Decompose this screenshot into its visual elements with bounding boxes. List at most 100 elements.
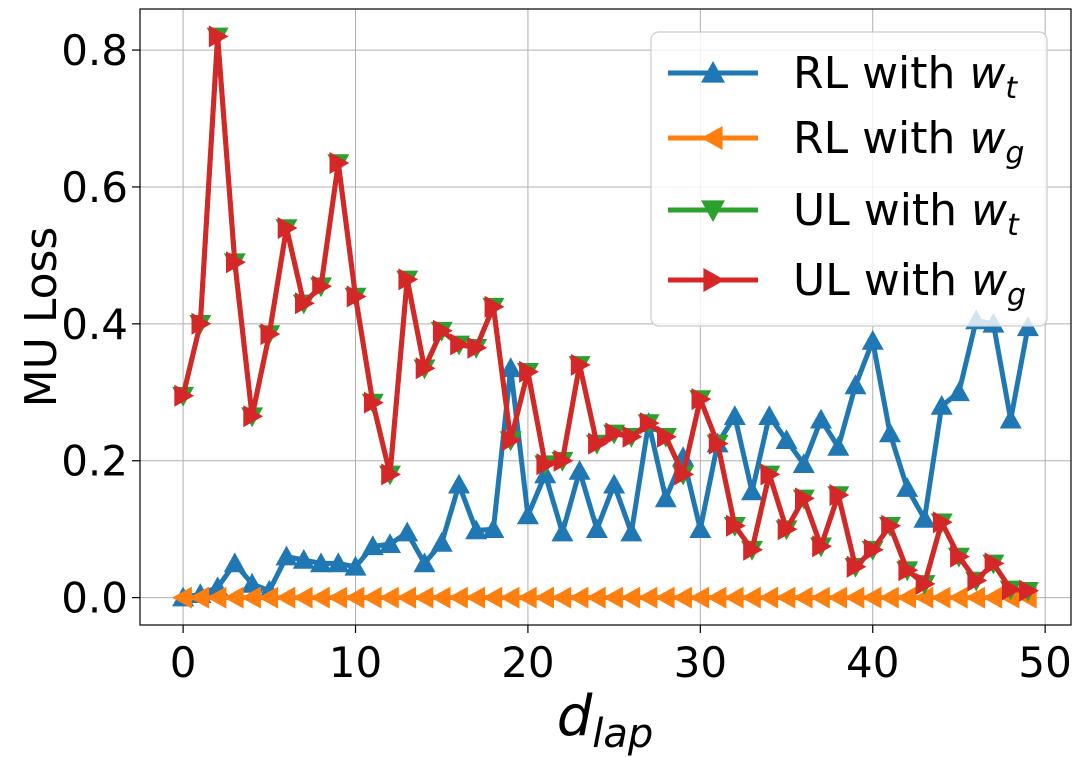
data-point xyxy=(396,521,419,542)
data-point xyxy=(430,531,453,552)
data-point xyxy=(792,453,815,473)
data-point xyxy=(984,552,1005,575)
data-point xyxy=(775,586,796,609)
y-tick-label: 0.2 xyxy=(61,437,128,486)
data-point xyxy=(930,395,953,415)
data-point xyxy=(450,333,470,356)
data-point xyxy=(861,586,882,609)
series-4 xyxy=(174,25,1039,602)
data-point xyxy=(223,552,246,573)
x-tick-label: 20 xyxy=(501,638,554,687)
data-point xyxy=(913,507,936,528)
data-point xyxy=(241,586,261,609)
data-point xyxy=(551,521,574,542)
data-point xyxy=(965,586,985,609)
data-point xyxy=(863,538,884,561)
data-point xyxy=(706,586,727,609)
data-point xyxy=(792,586,813,609)
data-point xyxy=(172,586,192,609)
data-point xyxy=(861,330,884,350)
data-point xyxy=(465,586,485,609)
data-point xyxy=(689,518,712,538)
data-point xyxy=(275,586,296,609)
data-point xyxy=(620,521,643,542)
data-point xyxy=(827,586,847,609)
data-point xyxy=(191,312,212,335)
data-point xyxy=(896,586,916,609)
data-point xyxy=(415,357,436,380)
x-axis-label-var: d xyxy=(557,684,593,749)
x-tick-label: 50 xyxy=(1018,638,1071,687)
data-point xyxy=(516,586,537,609)
data-point xyxy=(327,552,350,573)
legend-marker-3 xyxy=(701,200,725,222)
data-point xyxy=(413,552,436,573)
data-point xyxy=(758,586,779,609)
data-point xyxy=(743,538,763,561)
data-point xyxy=(398,268,419,291)
data-point xyxy=(516,504,539,525)
data-point xyxy=(620,586,641,609)
data-point xyxy=(741,480,763,501)
data-point xyxy=(413,586,434,609)
data-point xyxy=(206,586,227,609)
data-point xyxy=(654,586,675,609)
data-point xyxy=(344,586,365,609)
data-point xyxy=(605,422,626,445)
data-point xyxy=(430,586,451,609)
data-point xyxy=(310,586,330,609)
data-point xyxy=(277,217,298,239)
data-point xyxy=(674,463,695,486)
tick-layer: 0 10 20 30 40 50 0.0 0.2 0.4 0.6 0.8 xyxy=(61,26,1072,687)
data-point xyxy=(519,360,539,383)
legend-marker-1 xyxy=(701,61,725,83)
data-point xyxy=(1019,579,1039,602)
data-point xyxy=(482,518,505,538)
data-point xyxy=(930,586,951,609)
data-point xyxy=(379,533,401,553)
y-tick-label: 0.6 xyxy=(61,163,128,212)
data-point xyxy=(432,319,453,342)
data-point xyxy=(603,473,626,494)
data-point xyxy=(657,425,677,448)
data-point xyxy=(295,292,315,315)
y-tick-label: 0.8 xyxy=(61,26,128,75)
data-point xyxy=(932,511,953,534)
data-point xyxy=(1001,578,1022,601)
data-point xyxy=(553,449,574,472)
data-point xyxy=(913,586,934,609)
x-tick-label: 10 xyxy=(329,638,382,687)
data-point xyxy=(379,586,399,609)
data-point xyxy=(241,572,264,593)
data-point xyxy=(292,549,315,569)
data-point xyxy=(189,586,210,609)
data-point xyxy=(327,586,348,609)
legend-label-1: RL with wt xyxy=(793,48,1018,106)
data-point xyxy=(879,586,899,609)
data-point xyxy=(226,251,246,274)
data-point xyxy=(723,405,746,425)
data-point xyxy=(639,412,660,435)
data-point xyxy=(260,323,281,346)
x-tick-label: 40 xyxy=(846,638,899,687)
data-point xyxy=(637,586,658,609)
data-point xyxy=(795,487,815,510)
data-point xyxy=(568,586,589,609)
data-point xyxy=(622,425,643,448)
data-point xyxy=(898,559,919,582)
data-point xyxy=(915,572,936,595)
data-point xyxy=(844,374,867,395)
data-point xyxy=(708,432,729,455)
data-point xyxy=(312,275,332,298)
data-point xyxy=(829,484,850,506)
data-point xyxy=(551,586,572,609)
data-point xyxy=(689,586,710,609)
series-layer xyxy=(172,25,1039,609)
data-point xyxy=(361,586,382,609)
x-tick-label: 30 xyxy=(674,638,727,687)
data-point xyxy=(947,381,970,402)
data-point xyxy=(396,586,416,609)
data-point xyxy=(896,477,919,497)
data-point xyxy=(879,422,901,443)
